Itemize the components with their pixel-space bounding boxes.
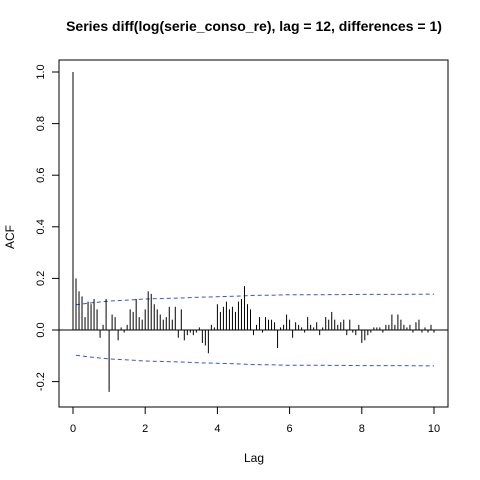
- x-tick-label: 6: [287, 423, 293, 435]
- y-tick-label: 0.4: [35, 219, 47, 234]
- x-tick-label: 10: [428, 423, 440, 435]
- acf-bars: [72, 72, 435, 392]
- x-tick-label: 8: [359, 423, 365, 435]
- x-axis-label: Lag: [244, 451, 264, 465]
- x-tick-label: 2: [142, 423, 148, 435]
- y-axis-label: ACF: [3, 225, 17, 249]
- x-axis: 0 2 4 6 8 10: [70, 406, 440, 435]
- x-tick-label: 0: [70, 423, 76, 435]
- y-tick-label: 0.0: [35, 322, 47, 337]
- y-tick-label: 0.8: [35, 116, 47, 131]
- y-tick-label: 1.0: [35, 64, 47, 79]
- y-tick-label: -0.2: [35, 372, 47, 391]
- y-tick-label: 0.2: [35, 271, 47, 286]
- upper-confidence-line: [75, 293, 435, 306]
- confidence-bands: [75, 293, 435, 367]
- y-axis: -0.2 0.0 0.2 0.4 0.6 0.8 1.0: [35, 64, 60, 391]
- plot-frame: [58, 59, 449, 408]
- y-tick-label: 0.6: [35, 168, 47, 183]
- chart-title: Series diff(log(serie_conso_re), lag = 1…: [66, 18, 442, 34]
- x-tick-label: 4: [214, 423, 220, 435]
- lower-confidence-line: [75, 354, 435, 367]
